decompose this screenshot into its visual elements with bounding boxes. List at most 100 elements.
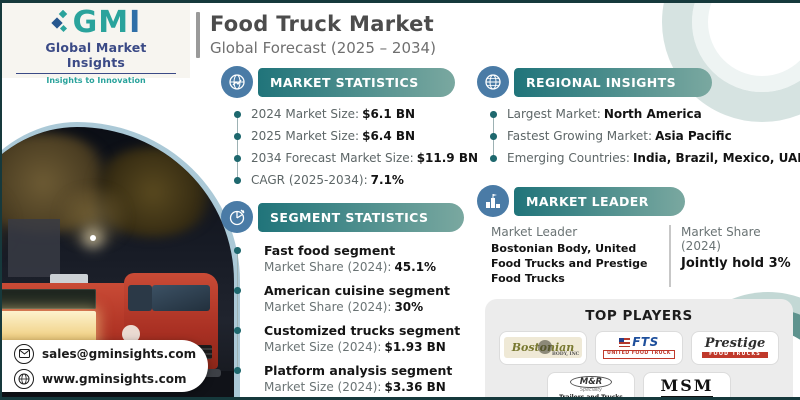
- market-leader-content: Market Leader Bostonian Body, United Foo…: [491, 225, 793, 287]
- mr-logo-mid: Specialty: [579, 388, 602, 394]
- page-title: Food Truck Market: [210, 12, 434, 36]
- player-logo-prestige: Prestige FOOD TRUCKS: [691, 330, 779, 365]
- segment-name: American cuisine segment: [264, 283, 451, 298]
- segment-item: American cuisine segment Market Share (2…: [234, 283, 471, 314]
- contact-website-text: www.gminsights.com: [42, 371, 187, 386]
- list-item: Largest Market: North America: [490, 107, 793, 121]
- item-value: $11.9 BN: [416, 151, 479, 165]
- segment-item: Fast food segment Market Share (2024): 45…: [234, 243, 471, 274]
- item-label: Fastest Growing Market:: [507, 129, 653, 143]
- contact-website[interactable]: www.gminsights.com: [14, 368, 208, 389]
- item-value: North America: [603, 107, 702, 121]
- item-label: CAGR (2025-2034):: [251, 173, 368, 187]
- title-accent-bar: [196, 12, 200, 58]
- item-label: Emerging Countries:: [507, 151, 630, 165]
- gmi-wordmark: GMI: [72, 5, 142, 40]
- title-text-group: Food Truck Market Global Forecast (2025 …: [210, 12, 436, 58]
- list-item: CAGR (2025-2034): 7.1%: [234, 173, 471, 187]
- segment-name: Customized trucks segment: [264, 323, 461, 338]
- top-players-title: TOP PLAYERS: [585, 307, 693, 324]
- right-column: REGIONAL INSIGHTS Largest Market: North A…: [477, 66, 800, 400]
- contact-card: sales@gminsights.com www.gminsights.com: [0, 340, 208, 392]
- item-label: Market Share (2024):: [264, 260, 392, 274]
- item-label: Market Size (2024):: [264, 340, 382, 354]
- item-value: 45.1%: [394, 260, 437, 274]
- regional-insights-title: REGIONAL INSIGHTS: [514, 67, 712, 97]
- truck-logo-badge: [122, 325, 140, 343]
- player-logo-msm: MSM: [643, 371, 731, 400]
- market-share-label: Market Share (2024): [681, 225, 761, 253]
- building-silhouette: [8, 219, 60, 277]
- market-leader-header: MARKET LEADER: [477, 185, 793, 217]
- market-leader-title: MARKET LEADER: [514, 186, 685, 216]
- item-label: 2034 Forecast Market Size:: [251, 151, 414, 165]
- mr-logo-text: M&R: [569, 375, 613, 389]
- regional-insights-header: REGIONAL INSIGHTS: [477, 66, 793, 98]
- segment-detail: Market Share (2024): 45.1%: [264, 260, 471, 274]
- section-market-leader: MARKET LEADER Market Leader Bostonian Bo…: [477, 185, 793, 287]
- player-logo-mr: M&R Specialty Trailers and Trucks: [547, 371, 635, 400]
- website-globe-icon: [14, 368, 34, 389]
- top-players-row-2: M&R Specialty Trailers and Trucks MSM: [495, 371, 783, 400]
- us-flag-icon: [619, 337, 631, 347]
- market-leader-label: Market Leader: [491, 225, 578, 239]
- item-value: $1.93 BN: [384, 340, 446, 354]
- segment-detail: Market Size (2024): $1.93 BN: [264, 340, 471, 354]
- header-title-block: Food Truck Market Global Forecast (2025 …: [196, 12, 436, 58]
- contact-email-text: sales@gminsights.com: [42, 346, 197, 361]
- prestige-logo-sub: FOOD TRUCKS: [702, 351, 768, 359]
- page-subtitle: Global Forecast (2025 – 2034): [210, 39, 436, 57]
- contact-email[interactable]: sales@gminsights.com: [14, 343, 208, 364]
- pie-chart-icon: [221, 201, 253, 233]
- top-border: [0, 0, 800, 3]
- section-regional-insights: REGIONAL INSIGHTS Largest Market: North A…: [477, 66, 800, 165]
- segment-statistics-header: SEGMENT STATISTICS: [221, 201, 471, 233]
- truck-side-window: [128, 285, 152, 311]
- segment-statistics-list: Fast food segment Market Share (2024): 45…: [234, 243, 471, 394]
- section-market-statistics: MARKET STATISTICS 2024 Market Size: $6.1 …: [221, 66, 478, 187]
- email-icon: [14, 343, 34, 364]
- item-value: $3.36 BN: [384, 380, 446, 394]
- globe-icon: [477, 66, 509, 98]
- bottom-border: [0, 397, 800, 400]
- gmi-logo: GMI Global Market Insights Insights to I…: [16, 8, 176, 85]
- segment-statistics-title: SEGMENT STATISTICS: [258, 202, 465, 232]
- gmi-logo-row: GMI: [16, 8, 176, 38]
- market-share-value: Jointly hold 3%: [681, 256, 791, 271]
- top-players-box: TOP PLAYERS Bostonian BODY, INC FTS UNIT…: [485, 298, 793, 400]
- market-leader-right: Market Share (2024) Jointly hold 3%: [669, 225, 793, 287]
- list-item: 2025 Market Size: $6.4 BN: [234, 129, 471, 143]
- item-value: 30%: [394, 300, 424, 314]
- bostonian-logo-sub: BODY, INC: [551, 351, 580, 357]
- msm-logo-text: MSM: [660, 375, 714, 395]
- list-item: 2034 Forecast Market Size: $11.9 BN: [234, 151, 478, 165]
- item-value: India, Brazil, Mexico, UAE: [632, 151, 800, 165]
- leader-podium-icon: [477, 185, 509, 217]
- segment-item: Platform analysis segment Market Size (2…: [234, 363, 471, 394]
- ufts-logo-text: FTS: [632, 335, 659, 350]
- logo-background: [0, 0, 190, 78]
- segment-name: Platform analysis segment: [264, 363, 453, 378]
- market-leader-left: Market Leader Bostonian Body, United Foo…: [491, 225, 669, 287]
- segment-item: Customized trucks segment Market Size (2…: [234, 323, 471, 354]
- ufts-logo-sub: UNITED FOOD TRUCK: [603, 350, 675, 359]
- brand-full-name: Global Market Insights: [45, 40, 147, 70]
- globe-chart-icon: [221, 66, 253, 98]
- bostonian-logo-mark: [537, 340, 552, 355]
- market-statistics-list: 2024 Market Size: $6.1 BN 2025 Market Siz…: [234, 107, 478, 187]
- top-players-row-1: Bostonian BODY, INC FTS UNITED FOOD TRUC…: [495, 330, 783, 365]
- player-logo-ufts: FTS UNITED FOOD TRUCK: [595, 330, 683, 365]
- market-statistics-title: MARKET STATISTICS: [258, 67, 455, 97]
- brand-tagline: Insights to Innovation: [16, 73, 176, 85]
- truck-windshield: [152, 285, 210, 311]
- item-label: Market Share (2024):: [264, 300, 392, 314]
- ufts-logo: FTS: [619, 336, 659, 348]
- item-label: Largest Market:: [507, 107, 601, 121]
- left-border: [0, 0, 2, 400]
- segment-name: Fast food segment: [264, 243, 396, 258]
- prestige-logo-text: Prestige: [704, 335, 766, 351]
- gmi-diamonds-icon: [51, 10, 67, 33]
- item-label: 2024 Market Size:: [251, 107, 360, 121]
- street-lamp: [90, 235, 96, 241]
